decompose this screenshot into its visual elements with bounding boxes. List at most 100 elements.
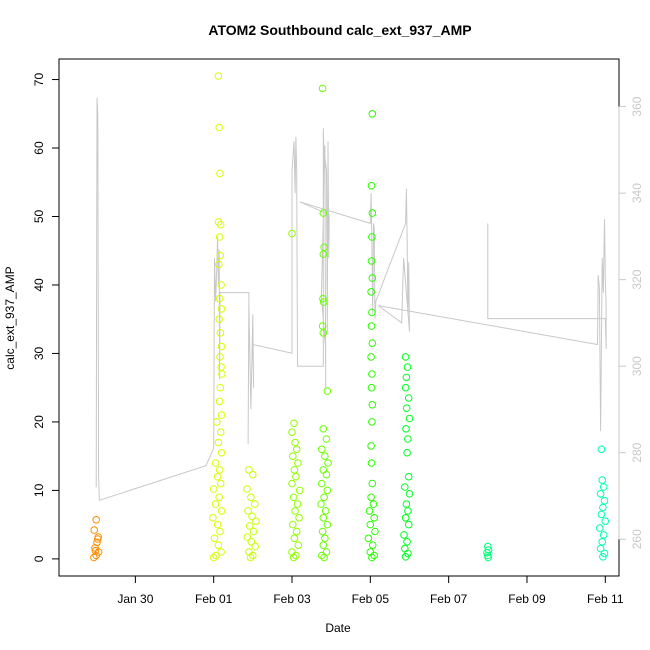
data-point: [370, 514, 379, 522]
data-point: [317, 500, 325, 508]
y-tick-label: 60: [32, 141, 46, 155]
cluster-feb-03-am: [288, 229, 304, 562]
data-point: [319, 329, 328, 337]
data-point: [290, 534, 299, 543]
data-point: [403, 363, 412, 371]
right-tick-label: 320: [630, 269, 644, 289]
right-tick-label: 300: [630, 356, 644, 376]
y-tick-label: 40: [32, 278, 46, 292]
data-point: [217, 548, 225, 556]
data-point: [292, 445, 301, 454]
secondary-line: [95, 97, 607, 501]
data-point: [215, 493, 223, 502]
data-point: [251, 500, 259, 508]
data-point: [294, 541, 303, 550]
data-point: [216, 220, 225, 229]
y-axis-label: calc_ext_937_AMP: [3, 266, 17, 369]
data-point: [368, 553, 376, 562]
data-point: [212, 551, 220, 560]
data-point: [217, 411, 226, 419]
y-tick-label: 70: [32, 73, 46, 87]
data-point: [367, 288, 375, 296]
data-point: [401, 483, 409, 491]
data-point: [322, 435, 331, 443]
data-point: [248, 512, 256, 521]
data-point: [292, 472, 300, 481]
data-point: [319, 514, 328, 522]
right-tick-label: 260: [630, 529, 644, 549]
data-point: [249, 551, 257, 560]
data-point: [321, 452, 329, 461]
data-point: [215, 260, 223, 269]
data-point: [371, 527, 379, 536]
data-point: [368, 339, 377, 348]
data-point: [401, 553, 410, 561]
data-point: [209, 553, 218, 562]
data-point: [367, 383, 376, 392]
data-point: [215, 397, 224, 406]
data-point: [92, 516, 100, 524]
cluster-feb-01-pm: [243, 466, 260, 562]
data-point: [402, 500, 411, 508]
data-point: [596, 544, 605, 553]
right-tick-label: 340: [630, 183, 644, 203]
data-point: [209, 485, 218, 493]
data-point: [484, 553, 493, 562]
right-tick-label: 280: [630, 442, 644, 462]
data-point: [599, 531, 608, 539]
data-point: [600, 549, 609, 558]
data-point: [245, 466, 253, 474]
data-point: [599, 553, 607, 561]
data-point: [323, 387, 332, 395]
y-tick-label: 30: [32, 346, 46, 360]
data-point: [213, 418, 221, 426]
data-point: [296, 486, 304, 495]
data-point: [319, 250, 328, 258]
data-point: [368, 418, 376, 426]
x-tick-label: Feb 09: [508, 592, 546, 606]
data-point: [291, 438, 299, 447]
data-point: [364, 534, 373, 543]
data-point: [319, 294, 327, 303]
data-point: [295, 514, 303, 522]
data-point: [213, 520, 222, 529]
x-axis-label: Date: [325, 621, 351, 635]
data-point: [90, 526, 98, 534]
data-point: [321, 534, 329, 543]
data-point: [211, 500, 220, 508]
data-point: [247, 493, 255, 502]
data-point: [321, 507, 330, 515]
data-point: [319, 209, 328, 217]
data-point: [209, 514, 217, 522]
data-point: [318, 445, 326, 454]
data-point: [215, 233, 224, 241]
data-point: [213, 472, 222, 481]
y-tick-label: 20: [32, 415, 46, 429]
data-point: [319, 425, 328, 433]
data-point: [294, 459, 302, 467]
data-point: [368, 110, 377, 118]
data-point: [368, 541, 377, 550]
data-point: [251, 542, 259, 551]
data-point: [292, 527, 301, 536]
data-point: [323, 486, 332, 495]
data-point: [246, 553, 255, 562]
cluster-feb-10: [483, 542, 493, 562]
data-point: [597, 445, 606, 454]
data-point: [318, 551, 326, 560]
data-point: [402, 425, 410, 433]
data-point: [368, 233, 376, 241]
x-tick-label: Feb 05: [352, 592, 390, 606]
x-tick-label: Feb 11: [587, 592, 624, 606]
data-point: [596, 524, 604, 532]
data-point: [601, 517, 610, 526]
data-point: [215, 466, 224, 474]
data-point: [368, 274, 377, 282]
data-point: [365, 507, 374, 515]
data-point: [401, 544, 409, 553]
data-point: [599, 503, 607, 512]
data-point: [318, 84, 327, 93]
data-point: [369, 500, 378, 508]
data-point: [292, 551, 300, 560]
data-point: [320, 493, 328, 502]
